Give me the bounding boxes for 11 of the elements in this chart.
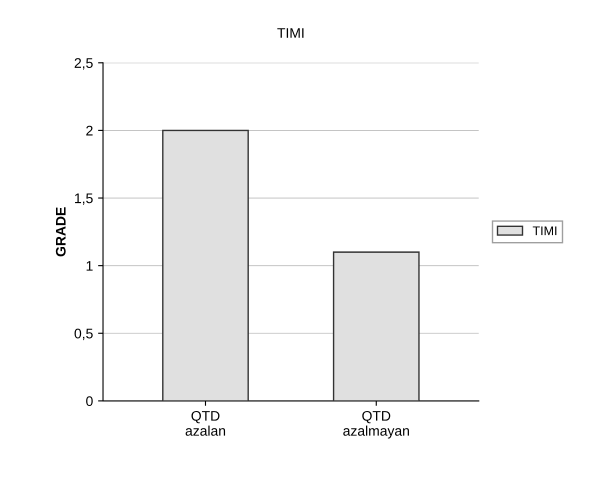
y-tick-label: 0,5 bbox=[74, 328, 93, 340]
legend-label: TIMI bbox=[532, 226, 556, 236]
y-tick-label: 2,5 bbox=[74, 58, 93, 70]
chart-title: TIMI bbox=[277, 28, 304, 38]
x-tick-label: QTD azalmayan bbox=[343, 410, 409, 439]
y-axis-title: GRADE bbox=[56, 207, 66, 256]
y-tick-label: 1,5 bbox=[75, 194, 93, 205]
x-tick-label: QTD azalan bbox=[186, 410, 226, 436]
y-tick-label: 0 bbox=[86, 396, 93, 406]
y-tick-label: 1 bbox=[86, 261, 93, 271]
y-tick-label: 2 bbox=[86, 126, 93, 136]
